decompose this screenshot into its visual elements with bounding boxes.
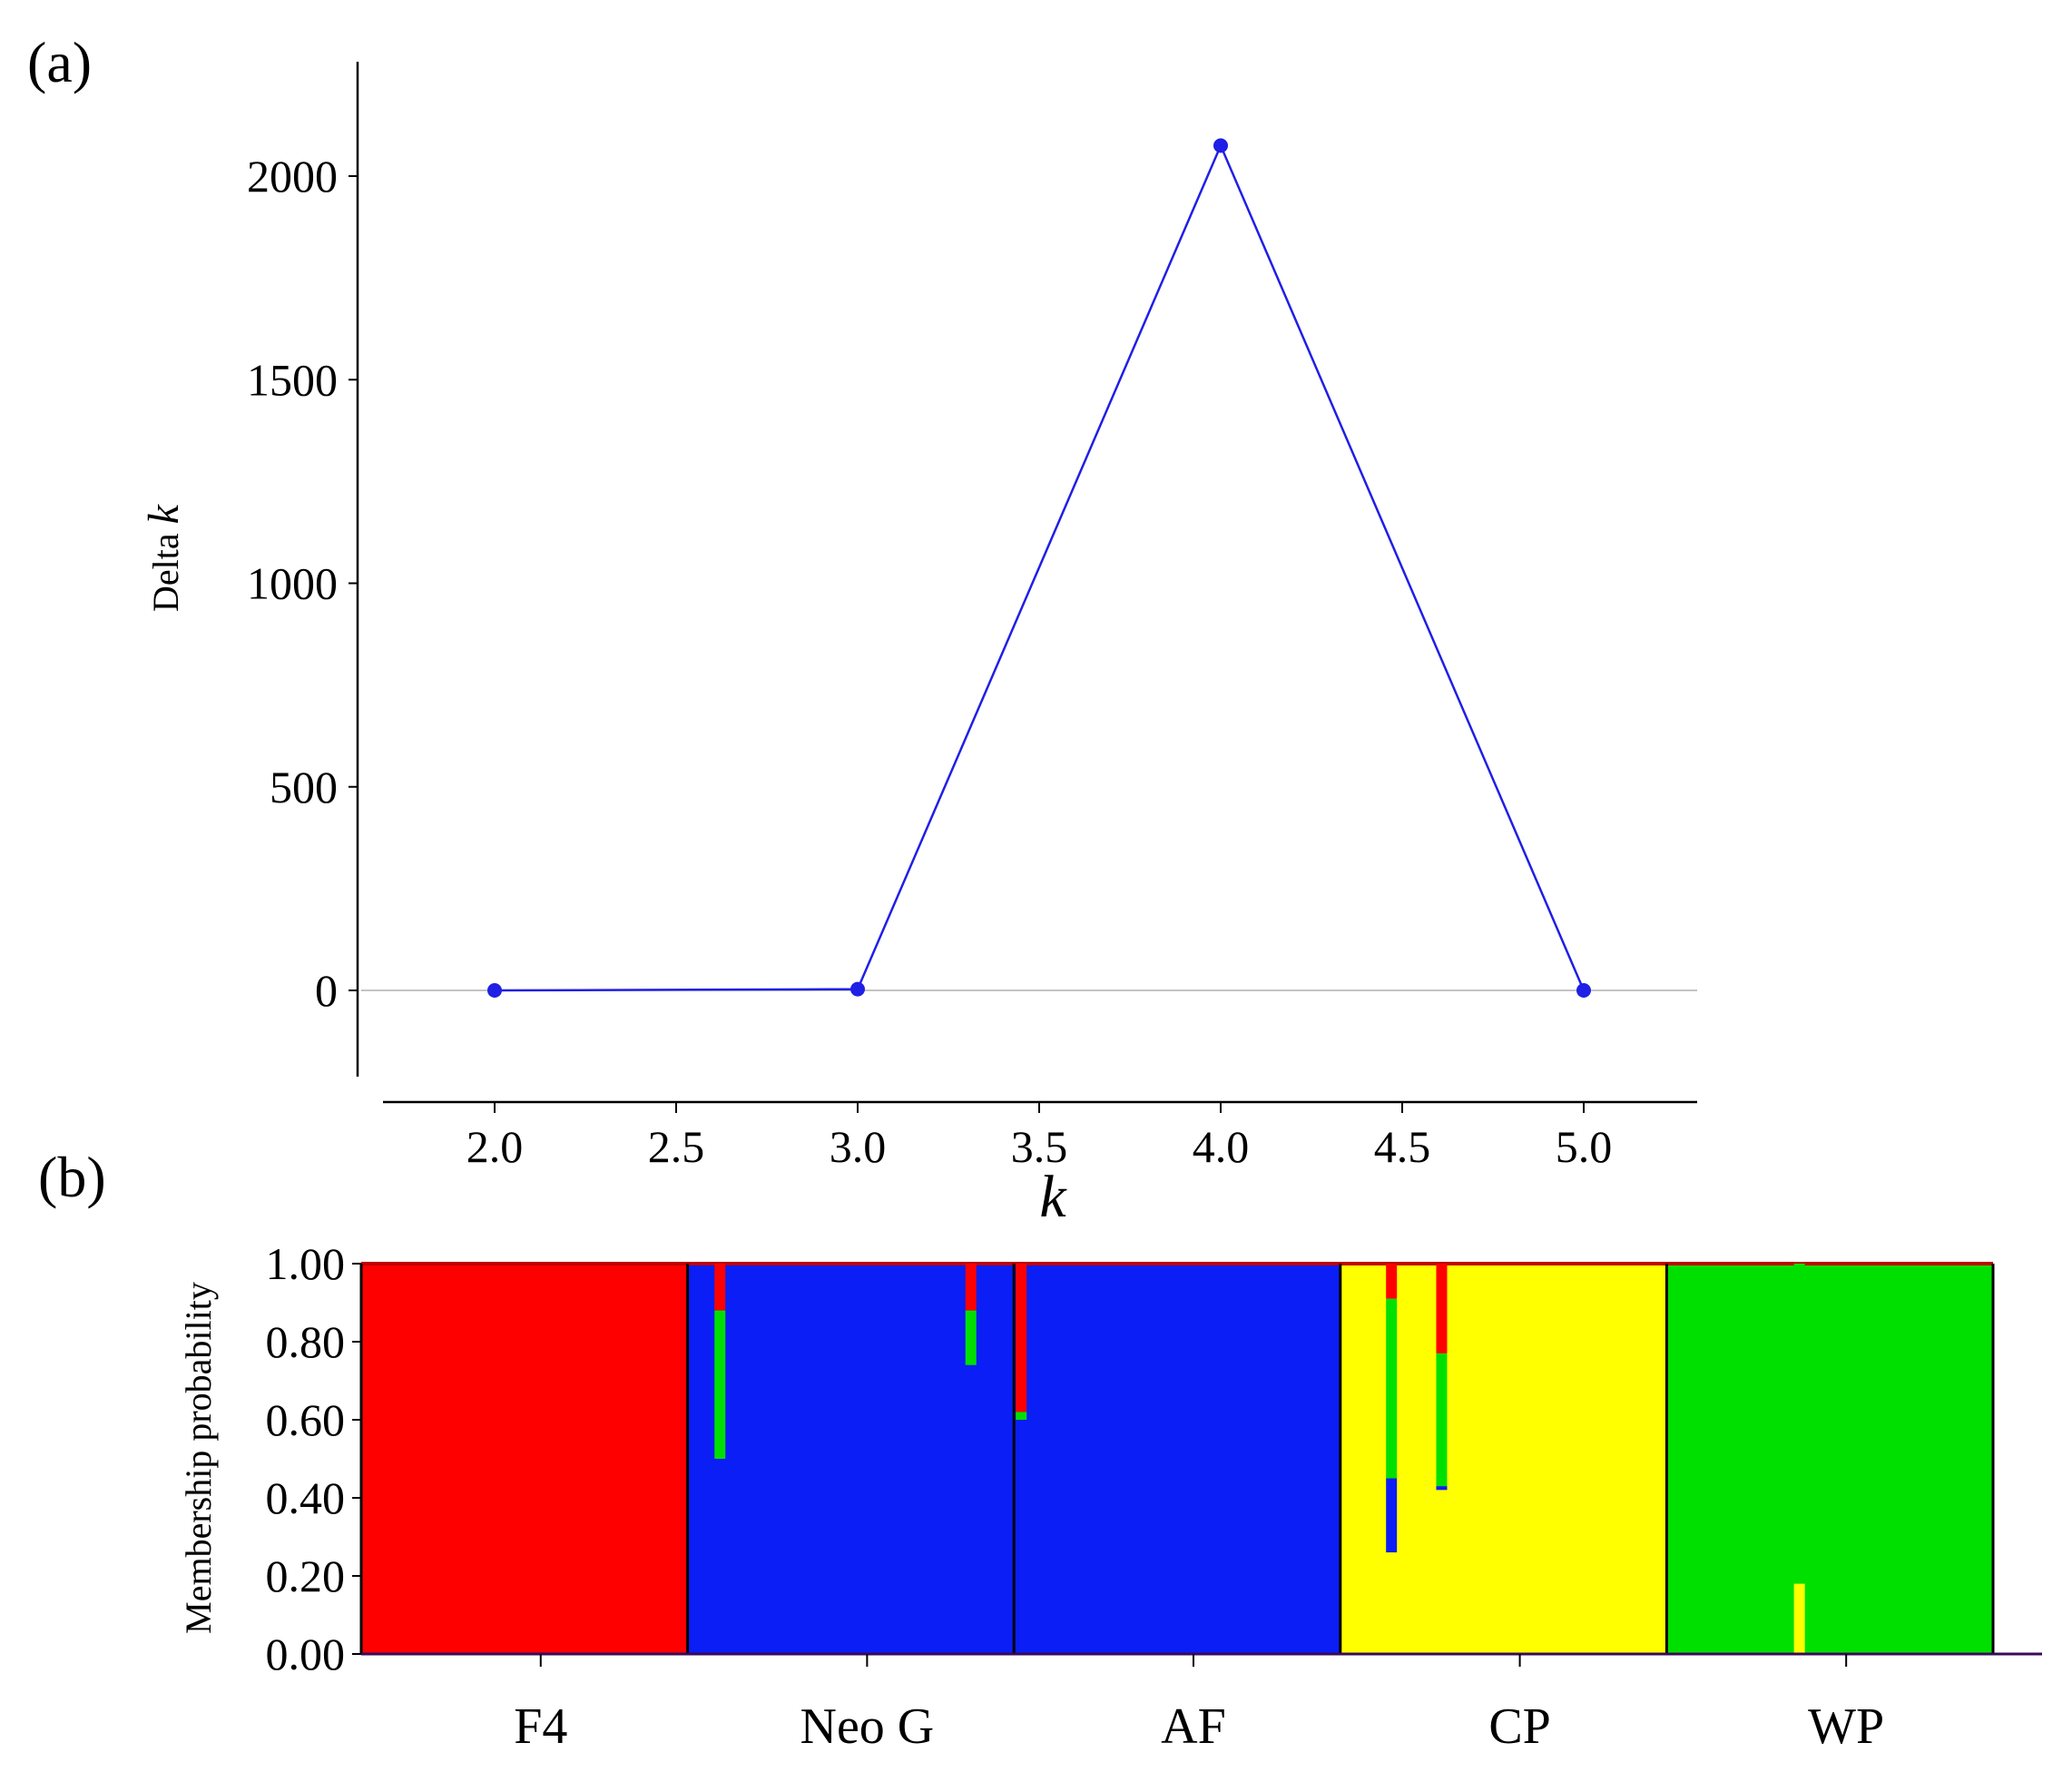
individual-bar-segment [1793,1583,1805,1654]
y-tick-label: 1.00 [266,1238,346,1289]
y-tick-label: 0 [315,965,338,1016]
individual-bar-segment [965,1364,977,1654]
individual-bar-segment [714,1264,726,1311]
individual-bar-segment [1436,1264,1448,1354]
membership-structure-plot: (b) 0.00 0.20 0.40 0.60 0.80 1.00 F4 Neo G AF CP… [38,1145,2042,1755]
group-label: Neo G [800,1698,935,1755]
individual-bar-segment [965,1310,977,1365]
y-tick-label: 0.40 [266,1472,346,1523]
cluster-block-f4 [361,1264,688,1654]
individual-bar-segment [1436,1486,1448,1491]
x-tick-label: 5.0 [1556,1121,1613,1172]
y-ticks: 0 500 1000 1500 2000 [247,151,358,1016]
individual-bar-segment [1386,1298,1398,1479]
data-point [487,983,502,998]
x-axis-label: k [1039,1164,1067,1230]
y-tick-label: 0.00 [266,1629,346,1679]
individual-bar-segment [1793,1264,1805,1584]
individual-bar-segment [1016,1264,1027,1413]
x-tick-label: 2.0 [466,1121,524,1172]
group-label: AF [1161,1698,1226,1755]
individual-bar-segment [714,1459,726,1654]
x-tick-label: 2.5 [648,1121,705,1172]
y-tick-label: 500 [270,762,338,812]
y-ticks: 0.00 0.20 0.40 0.60 0.80 1.00 [266,1238,361,1679]
x-tick-label: 3.0 [830,1121,887,1172]
group-ticks: F4 Neo G AF CP WP [514,1654,1884,1755]
individual-bar-segment [1386,1264,1398,1299]
data-point [850,981,865,997]
group-label: CP [1488,1698,1551,1755]
series-line [494,143,1586,992]
individual-bar-segment [1016,1412,1027,1420]
x-ticks: 2.0 2.5 3.0 3.5 4.0 4.5 5.0 [466,1102,1613,1172]
group-dividers [359,1264,1995,1654]
cluster-blocks [361,1262,1993,1654]
x-tick-label: 4.0 [1193,1121,1250,1172]
data-point [1213,138,1228,153]
individual-bar-segment [1436,1353,1448,1487]
x-tick-label: 3.5 [1011,1121,1068,1172]
data-point [1576,983,1591,998]
y-tick-label: 0.60 [266,1394,346,1445]
individual-bar-segment [1386,1552,1398,1654]
individual-bars [714,1264,1805,1654]
group-label: F4 [514,1698,567,1755]
individual-bar-segment [1016,1420,1027,1654]
y-tick-label: 1500 [247,354,338,405]
y-tick-label: 0.80 [266,1316,346,1367]
group-label: WP [1808,1698,1884,1755]
y-axis-label: Membership probability [178,1282,219,1634]
x-tick-label: 4.5 [1374,1121,1431,1172]
panel-label-a: (a) [27,30,92,94]
cluster-block-neo-g [687,1264,1015,1654]
cluster-block-wp [1666,1264,1993,1654]
individual-bar-segment [1386,1478,1398,1553]
delta-k-series [487,138,1591,998]
individual-bar-segment [714,1310,726,1459]
y-tick-label: 0.20 [266,1550,346,1601]
y-tick-label: 1000 [247,558,338,609]
cluster-block-af [1014,1264,1340,1654]
panel-label-b: (b) [38,1145,106,1209]
y-tick-label: 2000 [247,151,338,202]
individual-bar-segment [965,1264,977,1311]
individual-bar-segment [1436,1490,1448,1654]
delta-k-line-chart: (a) 0 500 1000 1500 2000 2.0 2.5 3.0 3.5 4.0 4.5 5… [27,30,1697,1230]
y-axis-label: Delta k [140,503,188,612]
